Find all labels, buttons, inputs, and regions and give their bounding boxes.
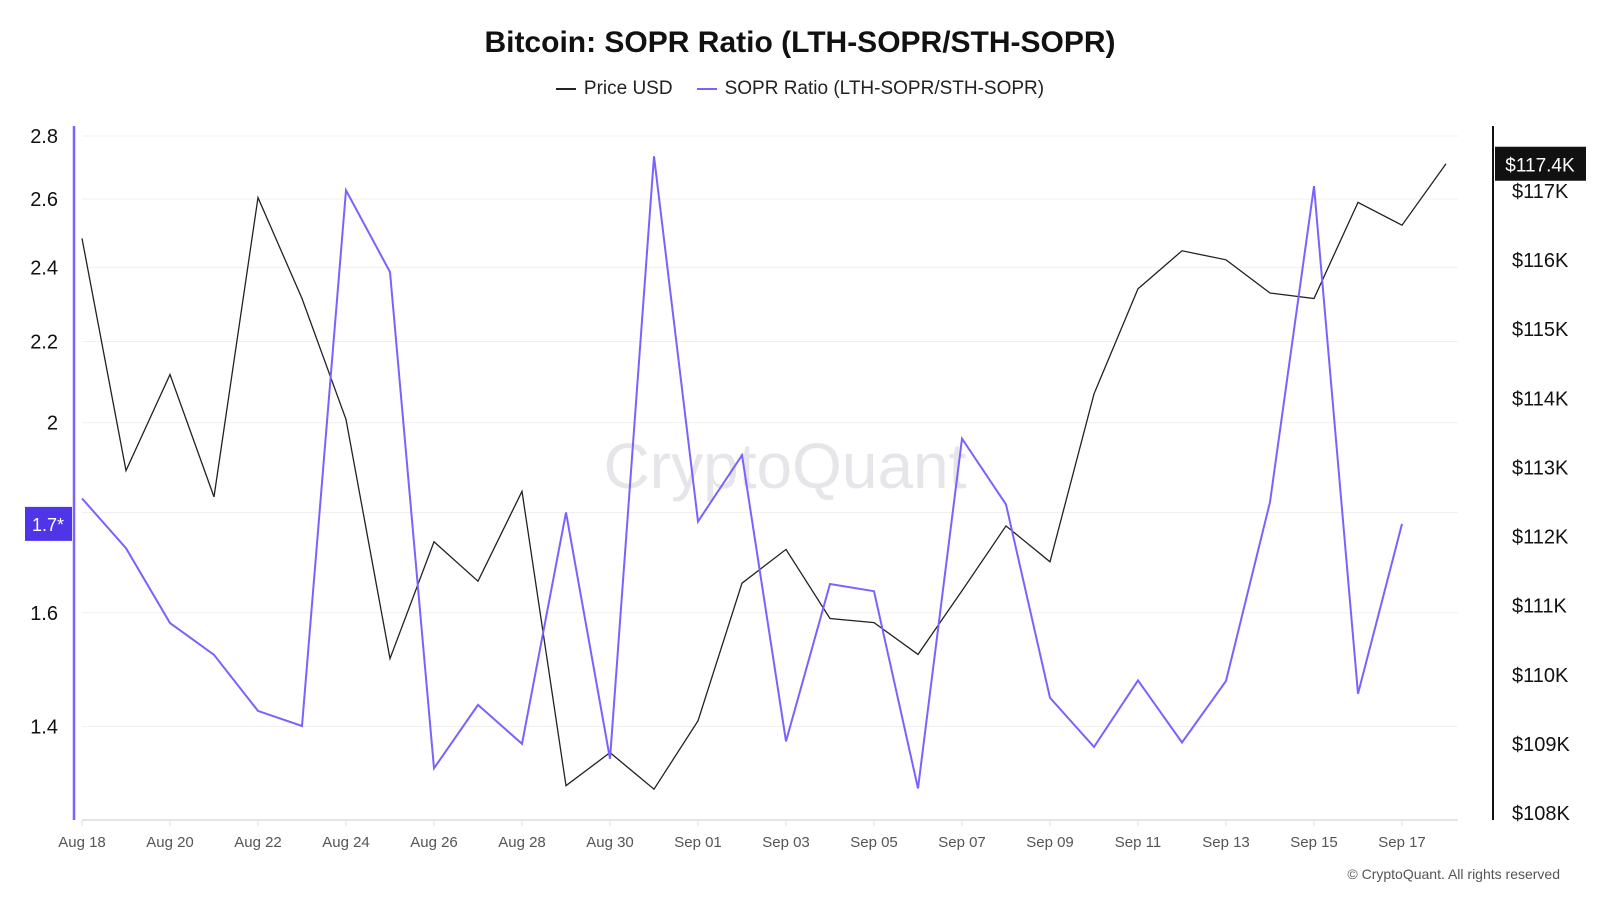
right-tick-label: $117K [1512, 181, 1569, 203]
left-tick-label: 1.4 [30, 717, 58, 739]
x-tick-label: Sep 07 [938, 834, 986, 851]
x-tick-label: Aug 18 [58, 834, 106, 851]
sopr-ratio-line [81, 156, 1403, 789]
right-tick-label: $114K [1512, 388, 1569, 410]
left-tick-label: 2.6 [30, 189, 58, 211]
x-tick-label: Sep 11 [1115, 834, 1161, 851]
x-tick-label: Sep 03 [762, 834, 810, 851]
x-tick-label: Aug 28 [498, 834, 546, 851]
x-tick-label: Aug 30 [586, 834, 634, 851]
chart-title: Bitcoin: SOPR Ratio (LTH-SOPR/STH-SOPR) [484, 26, 1116, 59]
x-tick-label: Sep 01 [674, 834, 722, 851]
legend-label-sopr: SOPR Ratio (LTH-SOPR/STH-SOPR) [724, 78, 1045, 99]
x-tick-label: Sep 05 [850, 834, 898, 851]
left-tick-label: 2.2 [30, 331, 58, 353]
x-tick-label: Sep 17 [1378, 834, 1426, 851]
sopr-current-value: 1.7* [32, 515, 64, 535]
left-tick-label: 2.8 [30, 126, 58, 148]
watermark: CryptoQuant [604, 430, 967, 502]
x-tick-label: Aug 20 [146, 834, 194, 851]
legend-swatch-sopr [696, 88, 717, 90]
sopr-current-badge [25, 506, 72, 541]
left-tick-label: 1.6 [30, 603, 58, 625]
x-tick-label: Sep 13 [1202, 834, 1250, 851]
legend: Price USD SOPR Ratio (LTH-SOPR/STH-SOPR) [0, 78, 1600, 100]
price-current-value: $117.4K [1505, 156, 1575, 177]
legend-item-price[interactable]: Price USD [555, 78, 673, 100]
right-tick-label: $110K [1512, 665, 1569, 687]
right-tick-label: $115K [1512, 319, 1569, 341]
x-tick-label: Sep 09 [1026, 834, 1074, 851]
x-tick-label: Aug 26 [410, 834, 458, 851]
x-tick-label: Sep 15 [1290, 834, 1338, 851]
right-tick-label: $112K [1512, 527, 1569, 549]
legend-swatch-price [555, 88, 576, 90]
left-tick-label: 2.4 [30, 257, 58, 279]
right-tick-label: $113K [1512, 457, 1569, 479]
x-tick-label: Aug 24 [322, 834, 370, 851]
price-line [81, 163, 1447, 791]
legend-label-price: Price USD [583, 78, 673, 99]
left-tick-label: 2 [47, 413, 58, 435]
right-tick-label: $108K [1512, 803, 1570, 825]
legend-item-sopr[interactable]: SOPR Ratio (LTH-SOPR/STH-SOPR) [696, 78, 1045, 100]
right-tick-label: $109K [1512, 734, 1570, 756]
price-current-badge [1495, 146, 1586, 181]
copyright-footer: © CryptoQuant. All rights reserved [1347, 866, 1560, 882]
x-tick-label: Aug 22 [234, 834, 282, 851]
right-tick-label: $116K [1512, 250, 1569, 272]
right-tick-label: $111K [1512, 596, 1568, 618]
